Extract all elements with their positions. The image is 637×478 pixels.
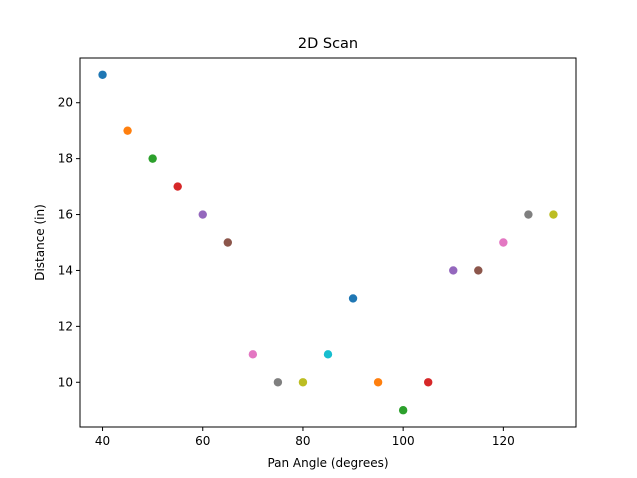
data-point: [198, 210, 207, 219]
x-tick-label: 100: [392, 434, 415, 448]
data-point: [323, 350, 333, 359]
y-tick-label: 12: [58, 319, 73, 333]
data-point: [449, 266, 458, 275]
data-point: [298, 378, 308, 387]
data-point: [123, 126, 132, 135]
data-point: [348, 294, 358, 303]
y-tick-label: 14: [58, 263, 73, 277]
y-tick-label: 16: [58, 208, 73, 222]
axes-layer: 40 60 80 100 120 10 12 14 16 18 20: [58, 96, 515, 448]
x-tick-label: 120: [492, 434, 515, 448]
y-axis-label: Distance (in): [33, 204, 47, 281]
data-point: [148, 154, 157, 163]
points-layer: [98, 70, 558, 415]
data-point: [474, 266, 483, 275]
x-tick-label: 80: [295, 434, 310, 448]
data-point: [549, 210, 558, 219]
chart-title: 2D Scan: [298, 36, 358, 52]
data-point: [248, 350, 258, 359]
data-point: [373, 378, 383, 387]
x-tick-label: 60: [195, 434, 210, 448]
plot-frame: [79, 57, 577, 428]
x-tick-label: 40: [95, 434, 110, 448]
data-point: [398, 406, 408, 415]
data-point: [273, 378, 283, 387]
data-point: [499, 238, 508, 247]
data-point: [223, 238, 232, 247]
y-tick-label: 20: [58, 96, 73, 110]
x-axis-label: Pan Angle (degrees): [267, 456, 388, 470]
data-point: [98, 70, 107, 79]
y-tick-label: 18: [58, 152, 73, 166]
data-point: [524, 210, 533, 219]
y-tick-label: 10: [58, 375, 73, 389]
data-point: [173, 182, 182, 191]
data-point: [424, 378, 433, 387]
